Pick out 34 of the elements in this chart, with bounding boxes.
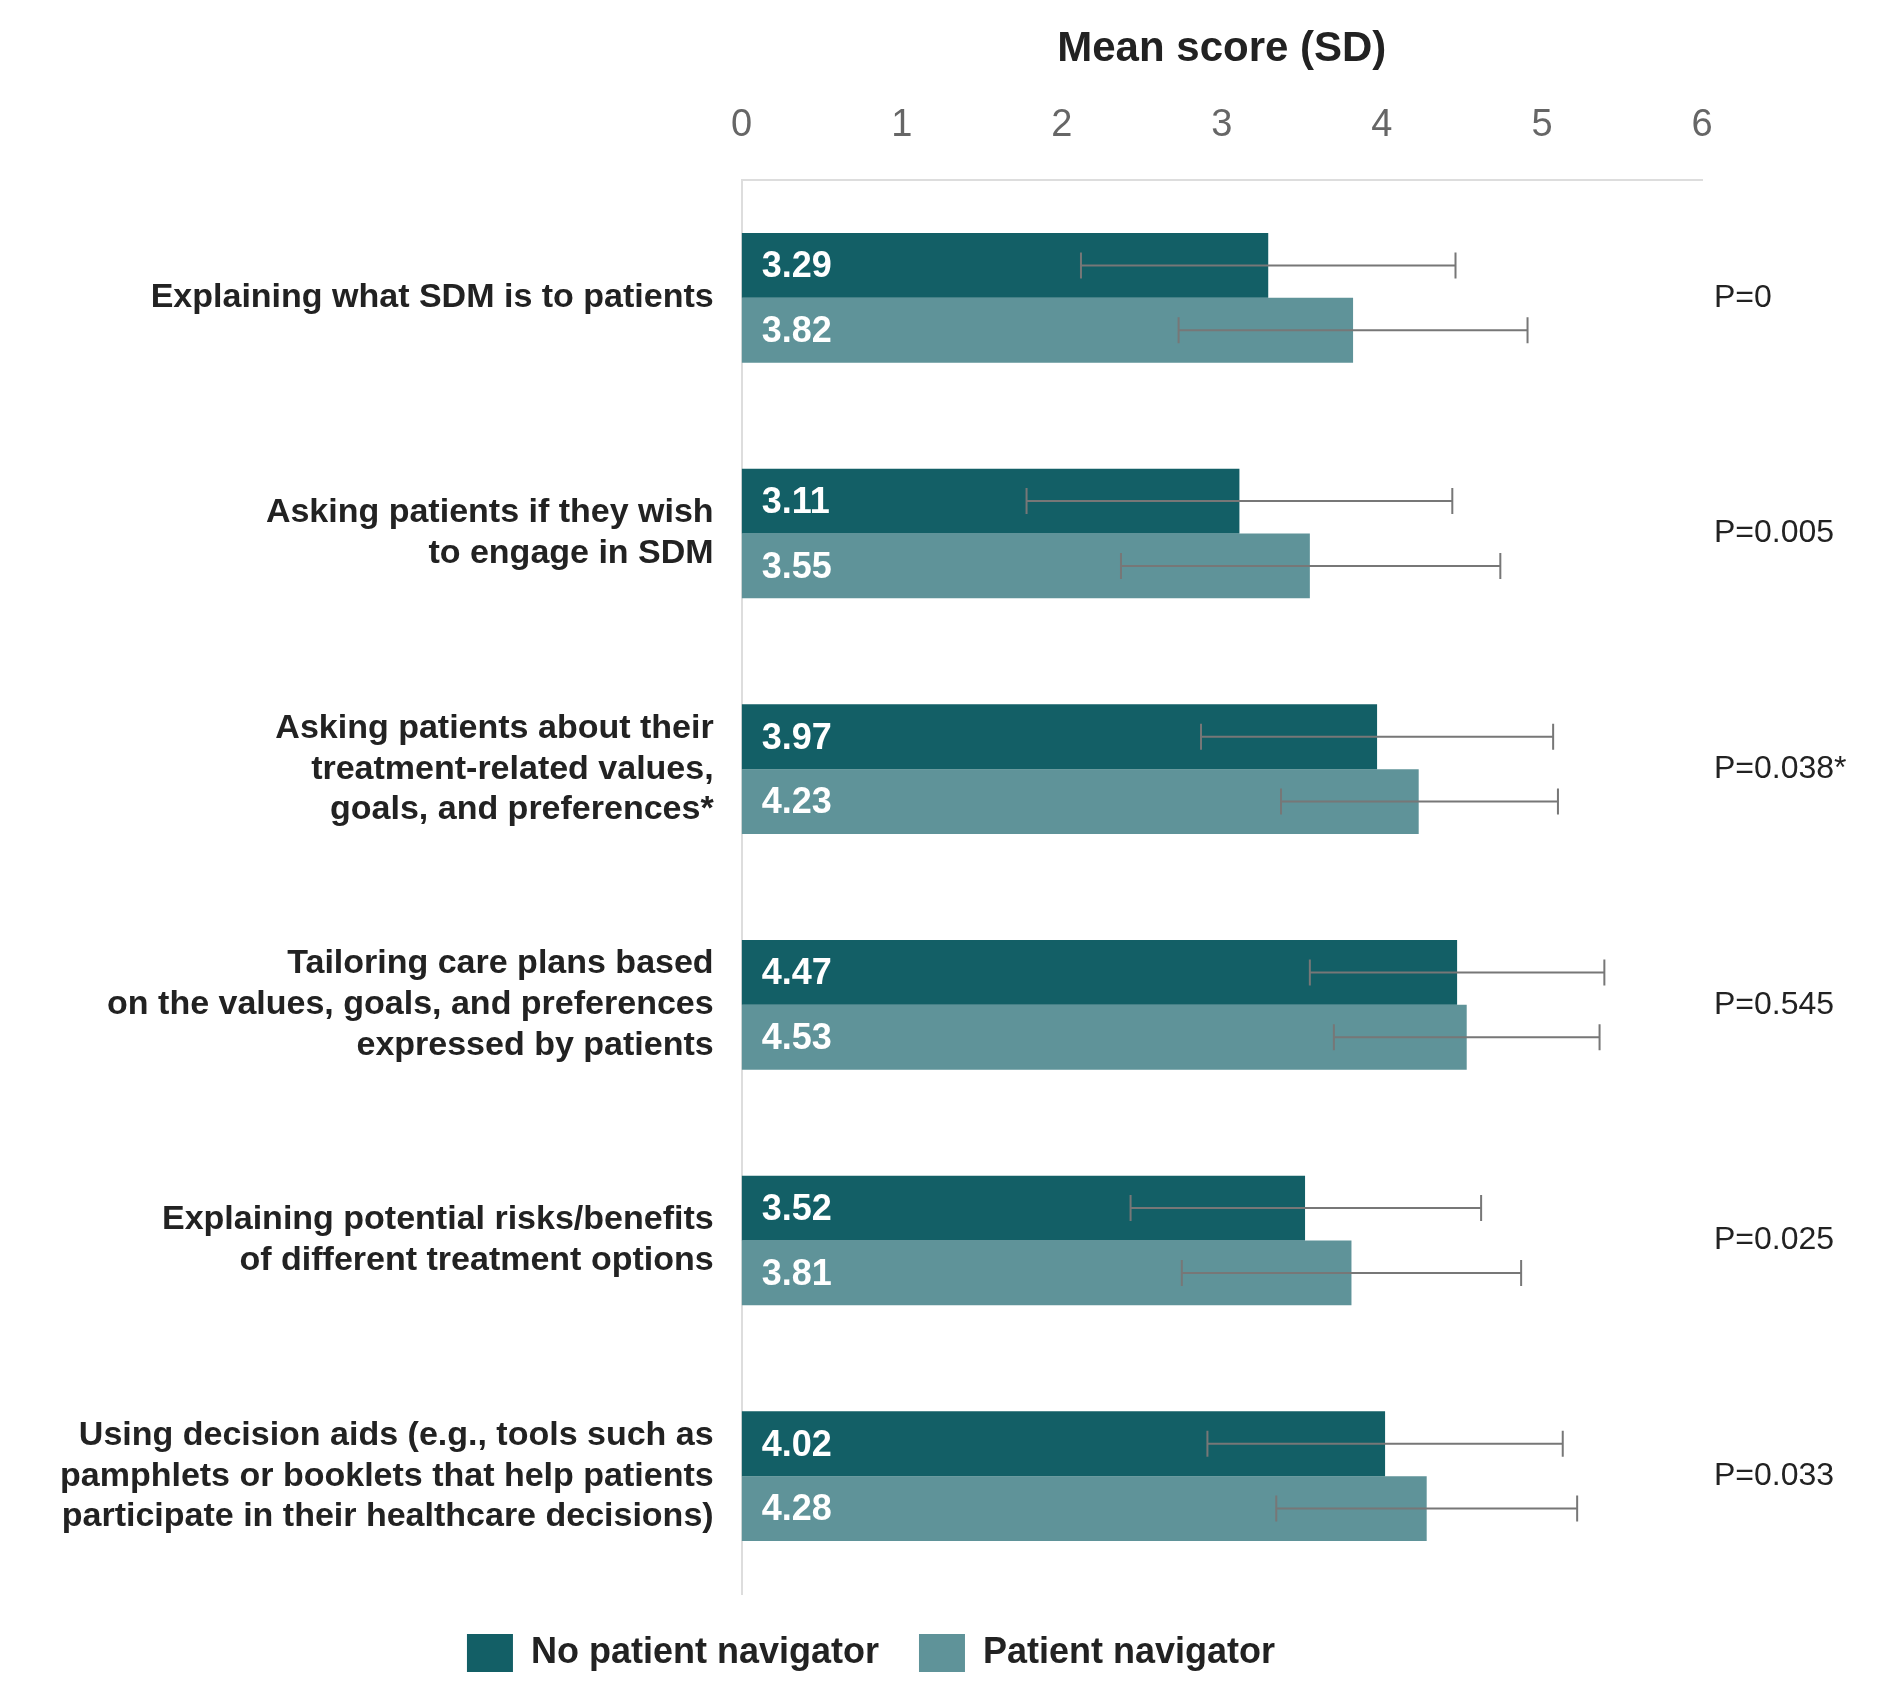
data-label: 4.23	[761, 780, 832, 822]
text: P=0	[1714, 277, 1772, 314]
text: P=0.033	[1714, 1455, 1835, 1492]
x-tick-label: 5	[1531, 101, 1553, 144]
y-tick-label: Using decision aids (e.g., tools such as pamphlets or booklets that help patients participate in their healthcare decisions)	[60, 1413, 714, 1534]
data-label: 4.02	[761, 1422, 832, 1464]
data-label: 3.82	[761, 309, 832, 351]
data-label: 3.97	[761, 715, 832, 757]
text: P=0.025	[1714, 1220, 1835, 1257]
data-label: 3.55	[761, 544, 832, 586]
text: P=0.005	[1714, 513, 1835, 550]
data-label: 3.11	[761, 480, 830, 522]
data-label: 4.47	[761, 951, 832, 993]
data-label: 3.81	[761, 1251, 832, 1293]
data-label: 4.28	[761, 1487, 832, 1529]
x-tick-label: 1	[891, 101, 913, 144]
text: P=0.038*	[1714, 748, 1847, 785]
legend-label: No patient navigator	[530, 1629, 879, 1671]
text: P=0.545	[1714, 984, 1835, 1021]
x-tick-label: 0	[731, 101, 753, 144]
data-label: 3.52	[761, 1187, 832, 1229]
legend-label: Patient navigator	[982, 1629, 1276, 1671]
data-label: 3.29	[761, 244, 832, 286]
x-tick-label: 3	[1211, 101, 1233, 144]
y-tick-label: Explaining potential risks/benefits of different treatment options	[161, 1198, 714, 1278]
y-tick-label: Tailoring care plans based on the values, goals, and preferences expressed by patients	[107, 942, 714, 1063]
y-tick-label: Asking patients about their treatment-related values, goals, and preferences*	[275, 706, 715, 827]
x-axis-title: Mean score (SD)	[1057, 22, 1387, 70]
y-tick-label: Explaining what SDM is to patients	[150, 276, 714, 315]
x-tick-label: 4	[1371, 101, 1393, 144]
data-label: 4.53	[761, 1016, 832, 1058]
x-tick-label: 6	[1691, 101, 1713, 144]
x-tick-label: 2	[1051, 101, 1073, 144]
y-tick-label: Asking patients if they wish to engage in SDM	[265, 491, 714, 571]
